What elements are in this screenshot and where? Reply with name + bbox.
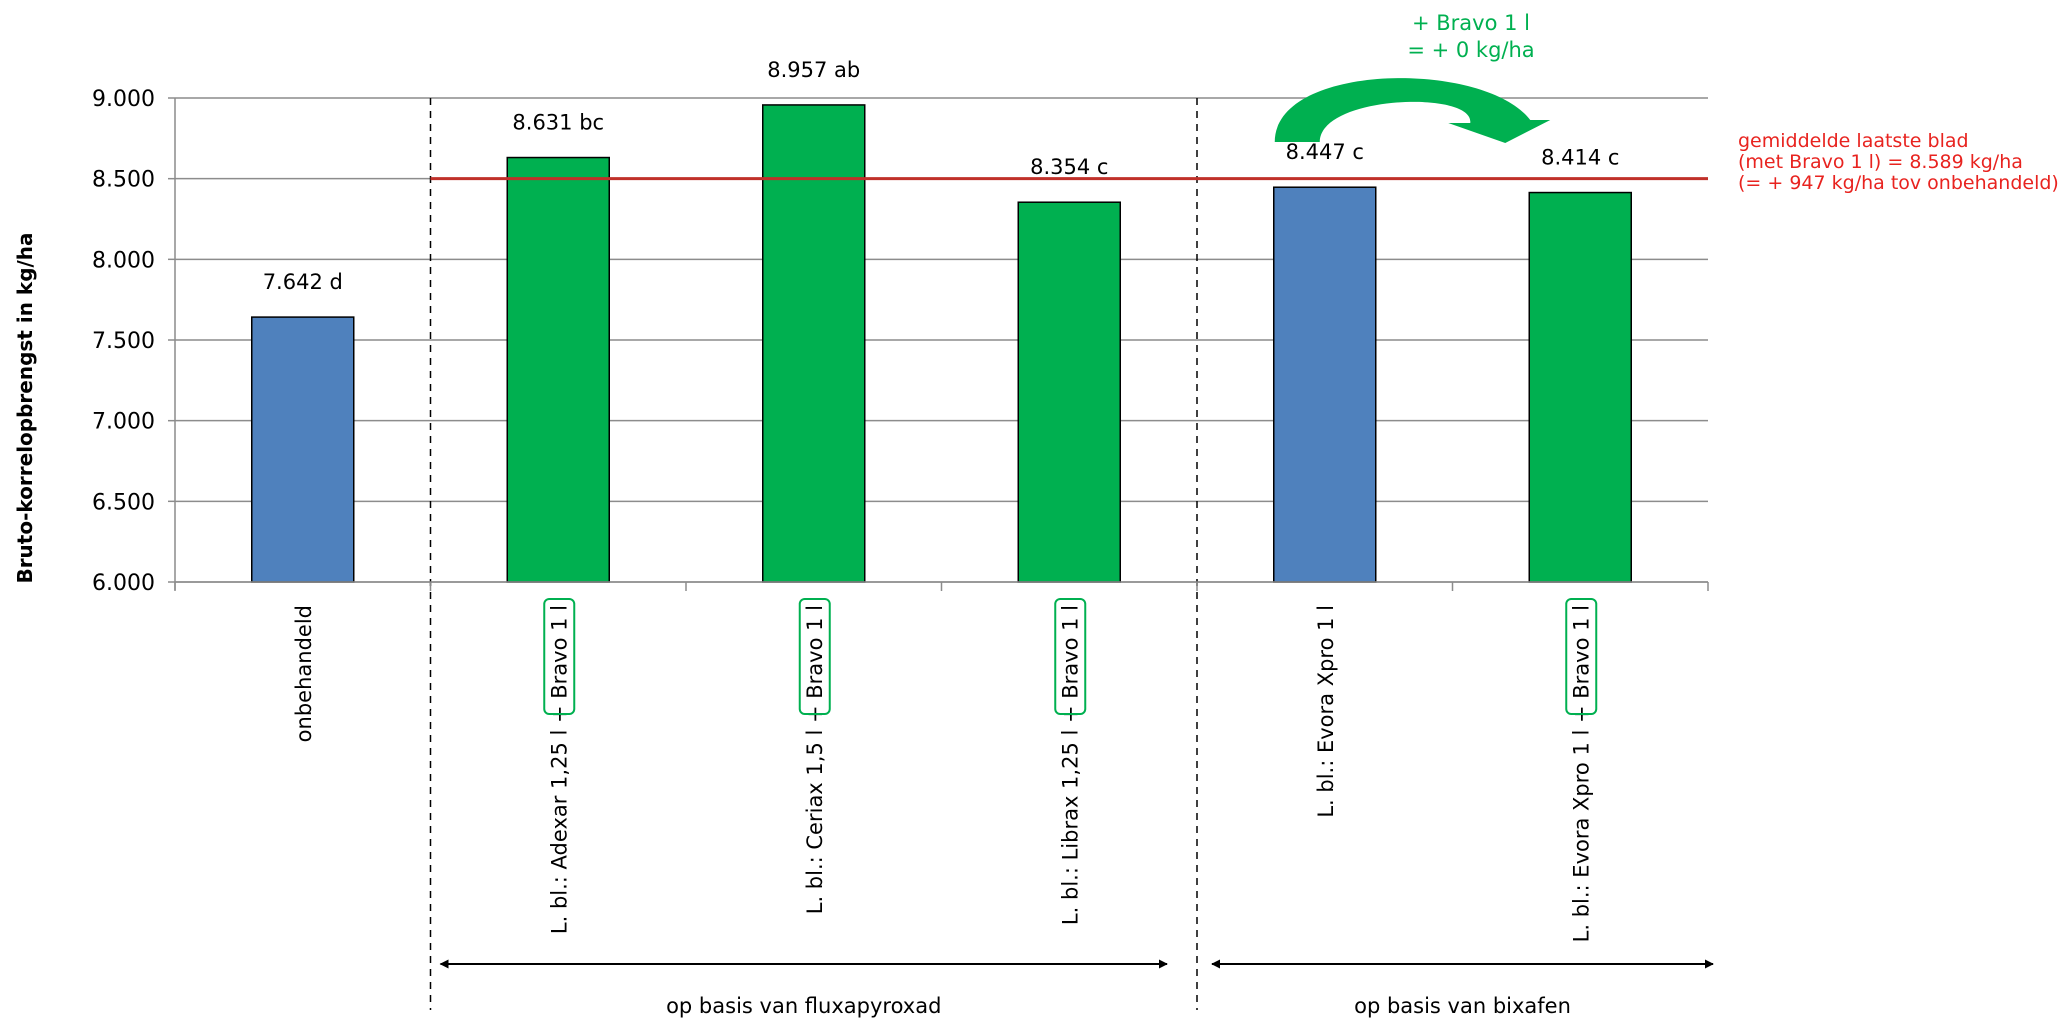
- y-tick-label: 7.000: [92, 410, 155, 435]
- arrow-annotation-label: = + 0 kg/ha: [1407, 38, 1534, 62]
- data-label: 8.354 c: [1030, 155, 1108, 179]
- reference-line-layer: gemiddelde laatste blad(met Bravo 1 l) =…: [430, 130, 2059, 194]
- category-label-group: onbehandeld: [292, 605, 316, 742]
- gridlines: [175, 97, 1708, 583]
- y-axis-ticks: 6.000 6.500 7.000 7.500 8.000 8.500 9.000: [92, 87, 175, 596]
- group-label: op basis van bixafen: [1354, 994, 1571, 1018]
- highlight-box: [1054, 598, 1087, 715]
- category-label: L. bl.: Librax 1,25 l + Bravo 1 l: [1058, 605, 1082, 925]
- y-tick-label: 6.000: [92, 571, 155, 596]
- bar: [1528, 191, 1632, 583]
- bar: [762, 104, 866, 583]
- arrow-annotation-label: + Bravo 1 l: [1412, 11, 1530, 35]
- y-tick-label: 6.500: [92, 490, 155, 515]
- data-label: 8.957 ab: [767, 58, 860, 82]
- highlight-box: [1565, 598, 1598, 715]
- category-label-group: L. bl.: Adexar 1,25 l + Bravo 1 l: [543, 598, 576, 934]
- bars: [251, 104, 1632, 583]
- y-tick-label: 7.500: [92, 329, 155, 354]
- category-label: L. bl.: Evora Xpro 1 l + Bravo 1 l: [1569, 605, 1593, 942]
- reference-line-label: (met Bravo 1 l) = 8.589 kg/ha: [1738, 151, 2023, 173]
- y-tick-label: 8.000: [92, 248, 155, 273]
- bar: [506, 156, 610, 583]
- bar: [1273, 186, 1377, 583]
- group-label: op basis van fluxapyroxad: [666, 994, 941, 1018]
- category-label: onbehandeld: [292, 605, 316, 742]
- y-tick-label: 9.000: [92, 87, 155, 112]
- y-tick-label: 8.500: [92, 168, 155, 193]
- category-label-group: L. bl.: Evora Xpro 1 l: [1314, 605, 1338, 818]
- category-label-group: L. bl.: Ceriax 1,5 l + Bravo 1 l: [798, 598, 831, 914]
- curved-arrow: [1274, 78, 1551, 143]
- group-brackets: op basis van fluxapyroxad op basis van bi…: [439, 959, 1714, 1018]
- data-label: 8.631 bc: [512, 111, 604, 135]
- category-label-group: L. bl.: Evora Xpro 1 l + Bravo 1 l: [1565, 598, 1598, 942]
- bar: [251, 316, 355, 583]
- highlight-box: [543, 598, 576, 715]
- group-separators: [429, 98, 1198, 1010]
- arrow-annotation: + Bravo 1 l = + 0 kg/ha: [1274, 11, 1551, 143]
- data-label: 8.414 c: [1541, 146, 1619, 170]
- axes: [174, 98, 1709, 591]
- category-label-group: L. bl.: Librax 1,25 l + Bravo 1 l: [1054, 598, 1087, 925]
- data-label: 7.642 d: [263, 270, 343, 294]
- data-labels: 7.642 d 8.631 bc 8.957 ab 8.354 c 8.447 c 8.4…: [263, 58, 1620, 294]
- bar: [1017, 201, 1121, 583]
- data-label: 8.447 c: [1286, 140, 1364, 164]
- reference-line-label: (= + 947 kg/ha tov onbehandeld): [1738, 172, 2059, 194]
- highlight-box: [798, 598, 831, 715]
- category-label: L. bl.: Ceriax 1,5 l + Bravo 1 l: [803, 605, 827, 914]
- category-labels: onbehandeld L. bl.: Adexar 1,25 l + Bravo…: [292, 598, 1598, 942]
- y-axis-label: Bruto-korrelopbrengst in kg/ha: [13, 232, 37, 583]
- category-label: L. bl.: Evora Xpro 1 l: [1314, 605, 1338, 818]
- reference-line-label: gemiddelde laatste blad: [1738, 130, 1969, 152]
- category-label: L. bl.: Adexar 1,25 l + Bravo 1 l: [547, 605, 571, 934]
